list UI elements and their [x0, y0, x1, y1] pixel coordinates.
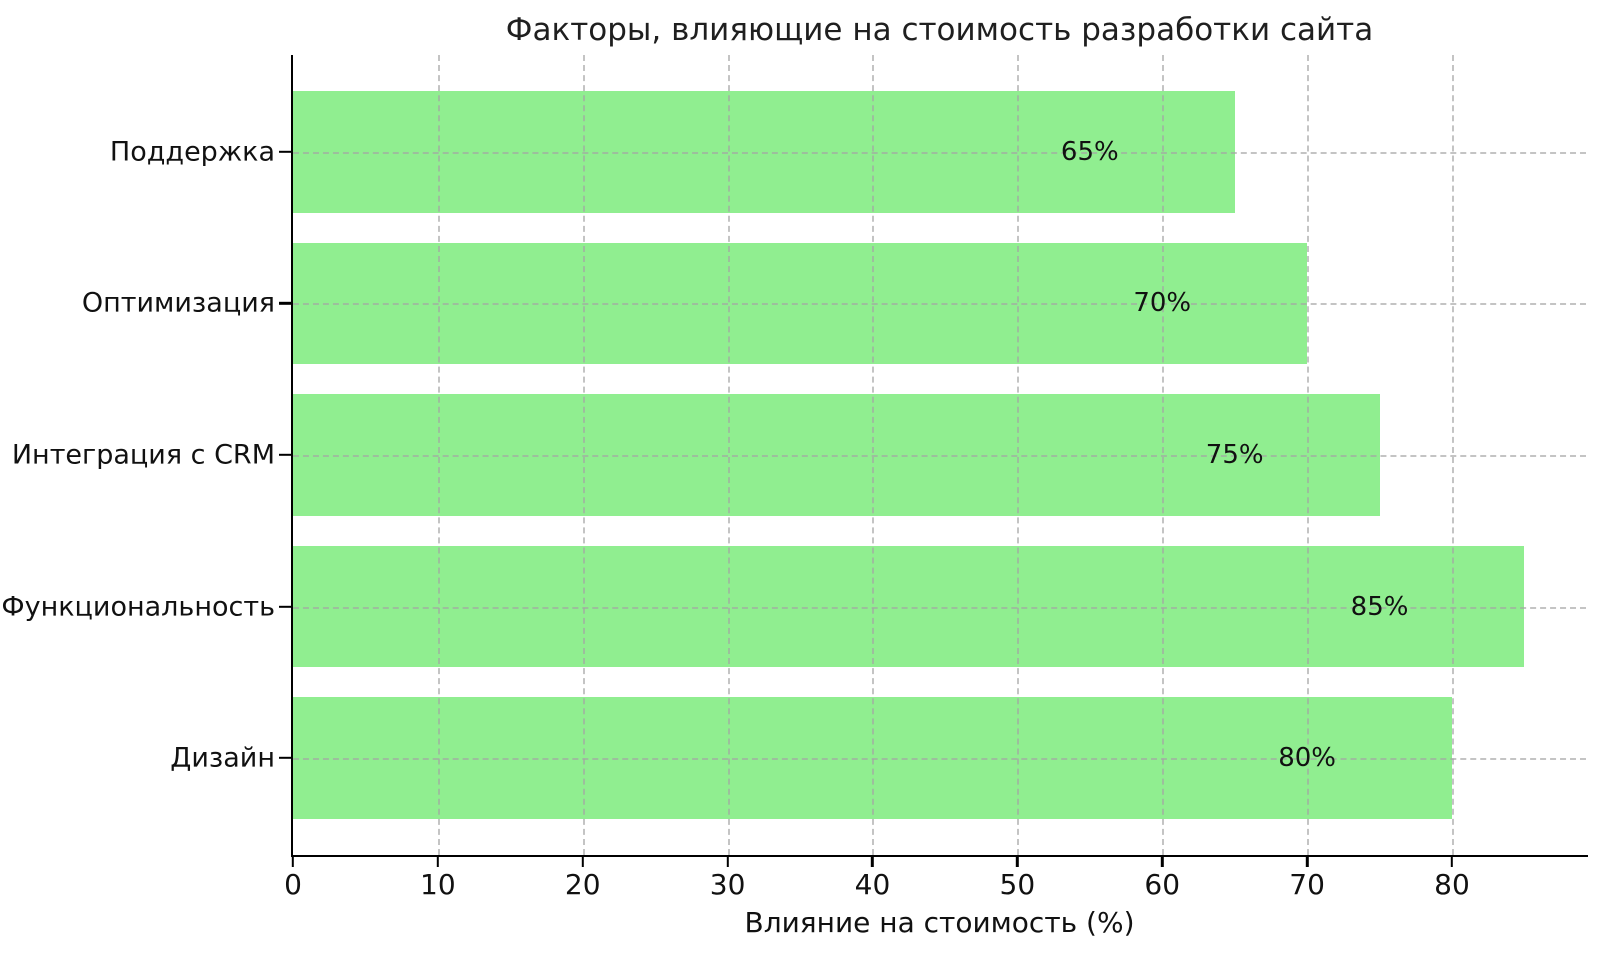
bar-value-label: 85% [1350, 591, 1409, 622]
x-tick-mark [1450, 856, 1454, 867]
x-axis-spine [291, 855, 1588, 858]
x-tick-mark [436, 856, 440, 867]
v-gridline [1017, 55, 1020, 855]
x-tick-label: 80 [1434, 868, 1470, 901]
y-tick-label: Поддержка [109, 136, 275, 168]
v-gridline [872, 55, 875, 855]
x-tick-mark [1161, 856, 1164, 867]
x-tick-mark [581, 856, 584, 867]
bar-3 [293, 394, 1380, 516]
x-tick-label: 20 [564, 868, 601, 901]
v-gridline [727, 55, 730, 855]
x-tick-label: 30 [709, 868, 746, 901]
x-tick-label: 70 [1289, 868, 1325, 901]
chart-title: Факторы, влияющие на стоимость разработк… [505, 12, 1374, 48]
v-gridline [1451, 55, 1454, 855]
y-tick-label: Функциональность [1, 591, 275, 622]
x-tick-mark [726, 856, 729, 867]
x-tick-mark [1016, 856, 1019, 867]
y-tick-mark [279, 150, 291, 154]
bar-value-label: 75% [1205, 440, 1264, 470]
x-tick-label: 10 [420, 868, 456, 901]
x-tick-mark [291, 856, 295, 867]
x-tick-label: 60 [1144, 868, 1181, 901]
bar-1 [293, 91, 1235, 213]
v-gridline [1162, 55, 1165, 855]
y-tick-mark [279, 302, 291, 305]
y-tick-mark [279, 605, 291, 608]
bar-value-label: 80% [1278, 743, 1337, 774]
h-gridline [293, 455, 1586, 457]
x-tick-mark [1305, 856, 1309, 867]
y-tick-mark [279, 453, 291, 457]
bar-value-label: 70% [1133, 288, 1192, 319]
x-tick-label: 40 [854, 868, 891, 901]
v-gridline [437, 55, 440, 855]
x-tick-label: 50 [999, 868, 1036, 901]
y-tick-label: Интеграция с CRM [11, 439, 275, 471]
bar-value-label: 65% [1060, 136, 1119, 167]
y-tick-mark [279, 756, 291, 760]
v-gridline [1307, 55, 1310, 855]
x-tick-label: 0 [284, 868, 302, 901]
y-axis-spine [291, 55, 294, 857]
h-gridline [293, 303, 1586, 306]
x-axis-label: Влияние на стоимость (%) [744, 906, 1135, 939]
plot-area: 65% 70% 75% 85% 80% [293, 55, 1586, 855]
bar-2 [293, 242, 1308, 365]
h-gridline [293, 606, 1586, 609]
x-tick-mark [871, 856, 874, 867]
h-gridline [293, 758, 1586, 761]
y-tick-label: Оптимизация [81, 287, 275, 319]
v-gridline [582, 55, 585, 855]
h-gridline [293, 151, 1586, 154]
y-tick-label: Дизайн [170, 742, 275, 774]
